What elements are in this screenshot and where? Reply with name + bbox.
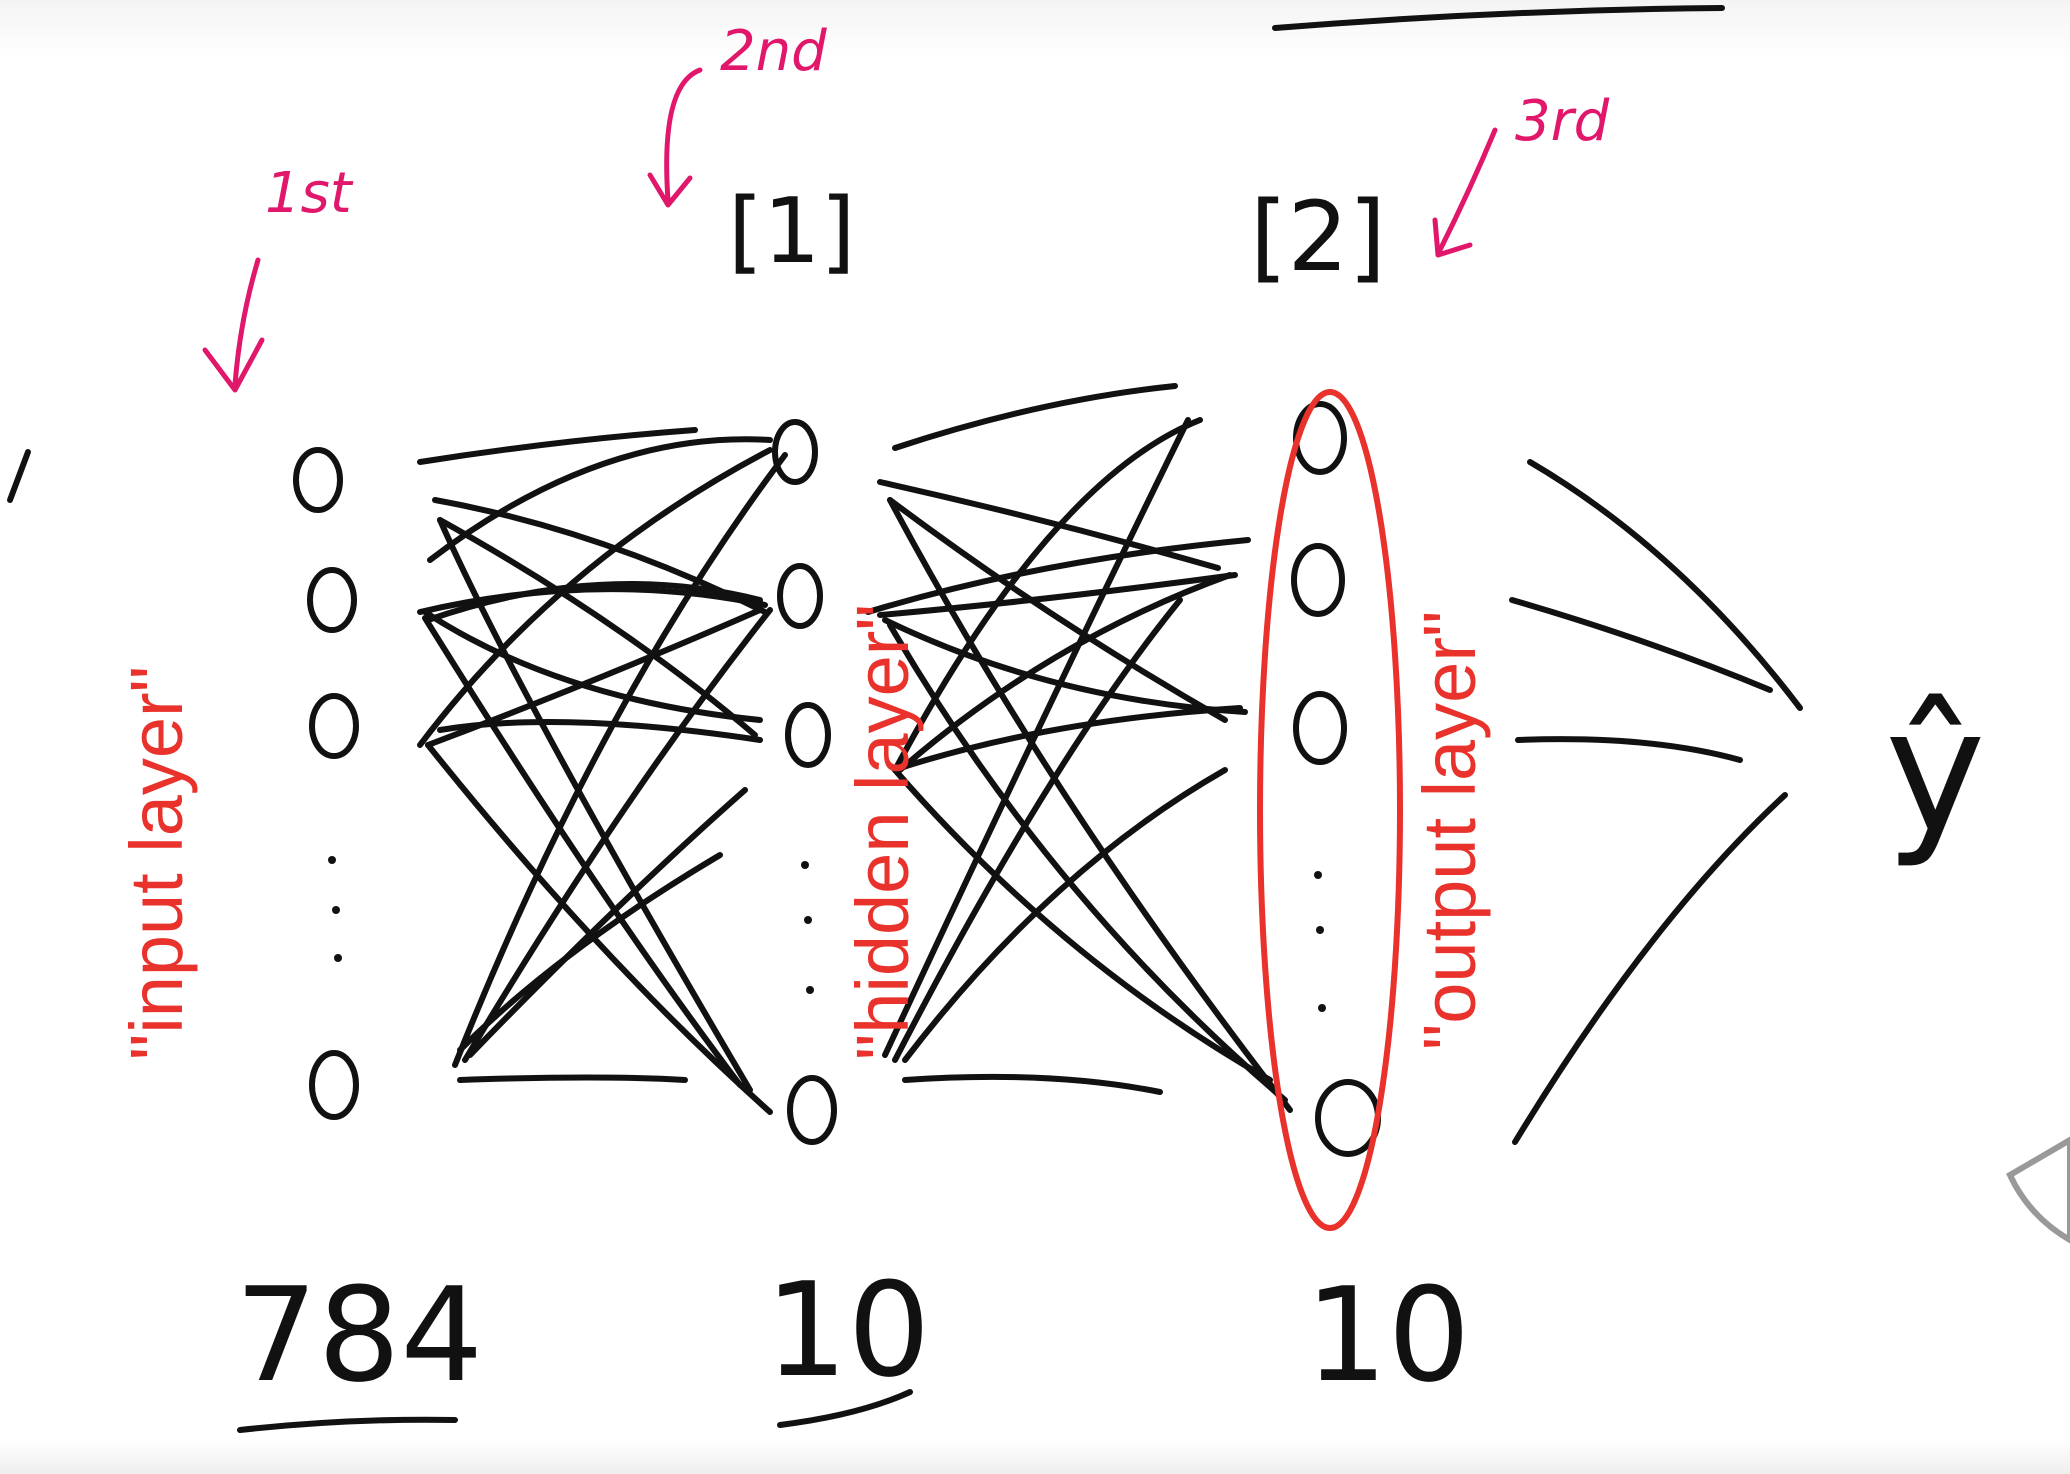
output-layer-label: "output layer" [1408, 611, 1491, 1050]
arrow-first-icon [202, 257, 265, 393]
ellipsis-dot [1314, 871, 1322, 879]
ellipsis-dot [332, 906, 340, 914]
top-line [1272, 5, 1725, 31]
prediction-y-hat: ŷ [1885, 673, 1986, 871]
ellipsis-dot [806, 986, 814, 994]
output-layer-size: 10 [1305, 1259, 1470, 1411]
output-layer-highlight [1257, 389, 1403, 1231]
hidden-size-underline [777, 1389, 913, 1428]
corner-partial-shape [2006, 1136, 2070, 1244]
input-layer-label: "input layer" [115, 666, 198, 1060]
left-edge-mark [7, 449, 31, 503]
input-size-underline [237, 1416, 458, 1433]
neuron [307, 567, 357, 633]
connections-output-prediction [1509, 459, 1803, 1145]
neuron [1291, 543, 1345, 617]
neuron [1293, 691, 1347, 765]
ellipsis-dot [334, 954, 342, 962]
annotation-first: 1st [265, 161, 354, 226]
neuron [1315, 1079, 1381, 1157]
output-layer-index: [2] [1250, 181, 1386, 293]
output-layer-neurons [1291, 401, 1381, 1157]
neuron [785, 702, 831, 768]
hidden-layer-index: [1] [728, 179, 856, 284]
neuron [309, 693, 359, 759]
hidden-layer-label: "hidden layer" [841, 604, 924, 1060]
ellipsis-dot [801, 861, 809, 869]
input-layer-neurons [293, 447, 359, 1120]
connections-hidden-output [865, 383, 1293, 1113]
ellipsis-dot [804, 916, 812, 924]
ellipsis-dot [1318, 1004, 1326, 1012]
annotation-third: 3rd [1515, 89, 1610, 154]
neuron [787, 1075, 837, 1145]
neuron [777, 563, 823, 629]
connections-input-hidden [417, 427, 788, 1115]
annotation-second: 2nd [720, 19, 827, 84]
arrow-second-icon [647, 67, 703, 208]
neuron [293, 447, 343, 513]
neuron [1293, 401, 1347, 475]
hidden-layer-size: 10 [765, 1254, 930, 1406]
neuron [772, 419, 818, 485]
ellipsis-dot [1316, 926, 1324, 934]
arrow-third-icon [1432, 127, 1498, 258]
input-layer-size: 784 [235, 1259, 483, 1411]
ellipsis-dot [328, 856, 336, 864]
hidden-layer-neurons [772, 419, 837, 1145]
neuron [309, 1050, 359, 1120]
